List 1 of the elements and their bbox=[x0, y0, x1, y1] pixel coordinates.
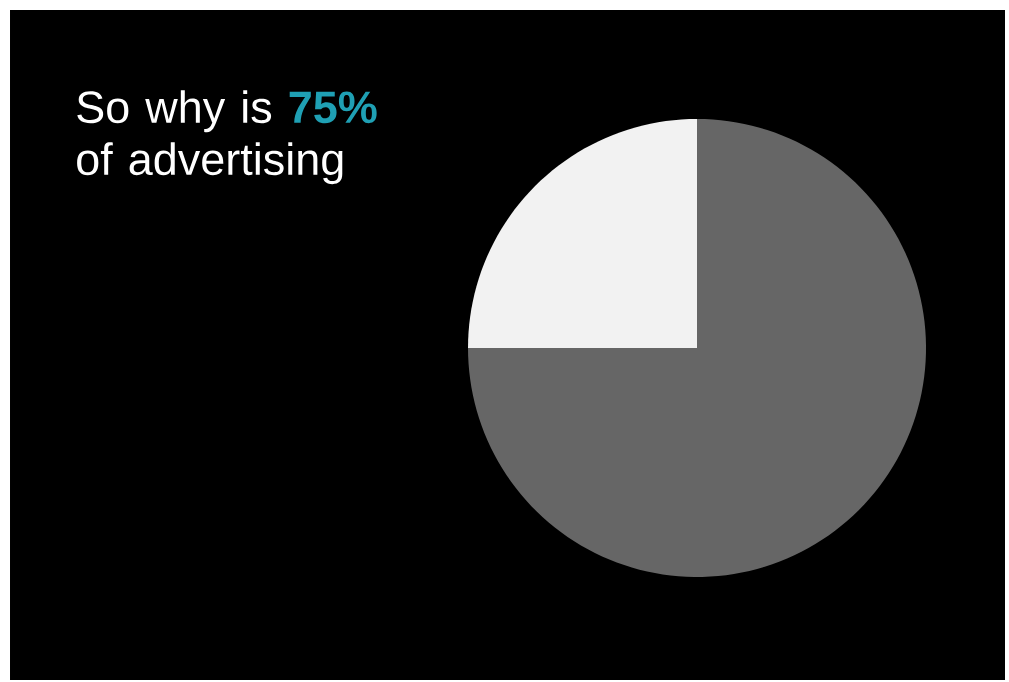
chart-title: So why is 75% of advertising bbox=[77, 90, 377, 185]
